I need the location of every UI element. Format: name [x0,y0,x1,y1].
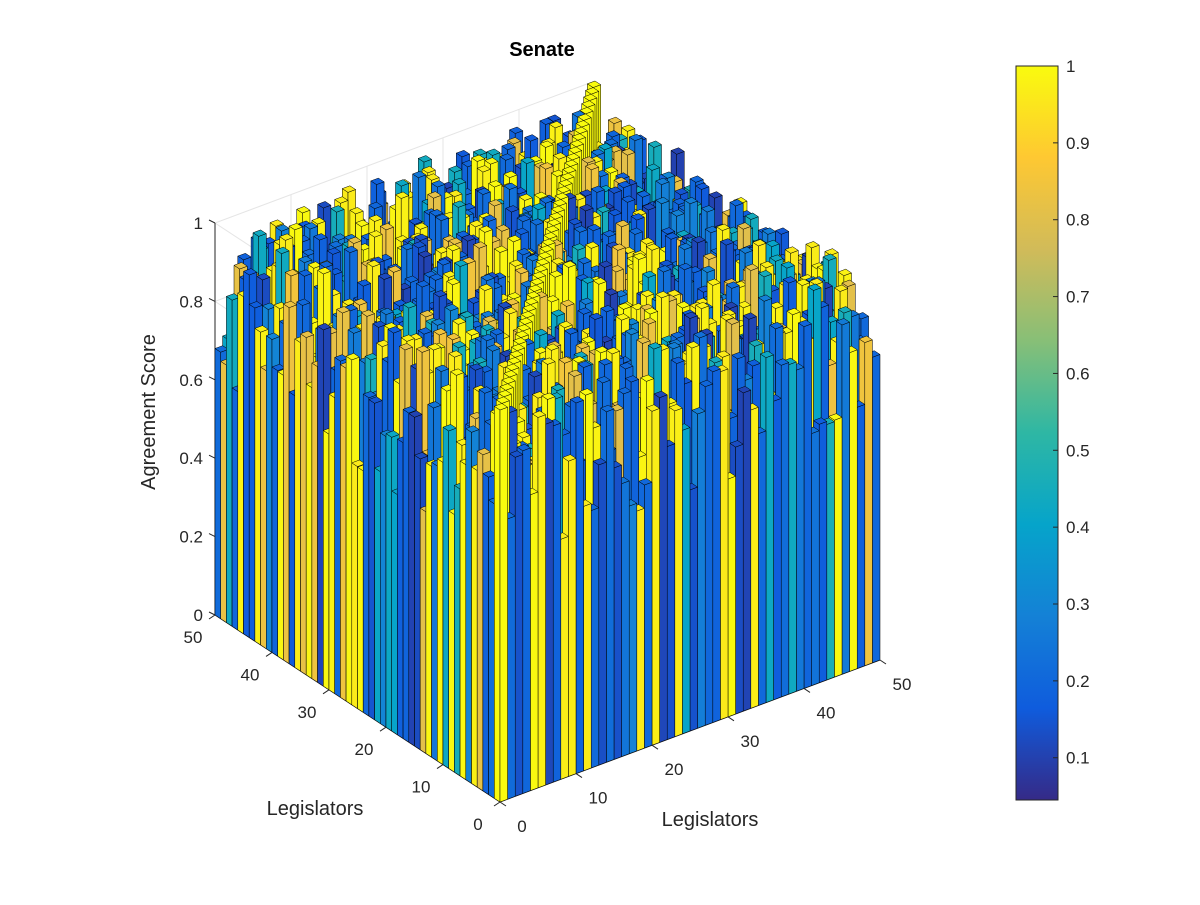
surface-cell [238,293,244,634]
surface-cell [215,349,221,619]
surface-cell [266,336,272,653]
surface-cell [221,361,227,622]
surface-cell [857,404,865,668]
surface-cell [827,422,835,680]
surface-cell [872,354,880,662]
surface-plot [215,81,880,802]
surface-cell [261,367,267,649]
surface-cell [850,350,858,672]
surface-cell [819,422,827,683]
surface-cell [842,322,850,674]
surface-cell [226,296,232,626]
surface-cell [249,304,255,641]
surface-cell [865,340,873,666]
surface-cell [255,328,261,645]
surface-cell [812,431,820,686]
surface-cell [232,388,238,630]
surface-cell [834,417,842,677]
surface-cell [244,271,250,637]
